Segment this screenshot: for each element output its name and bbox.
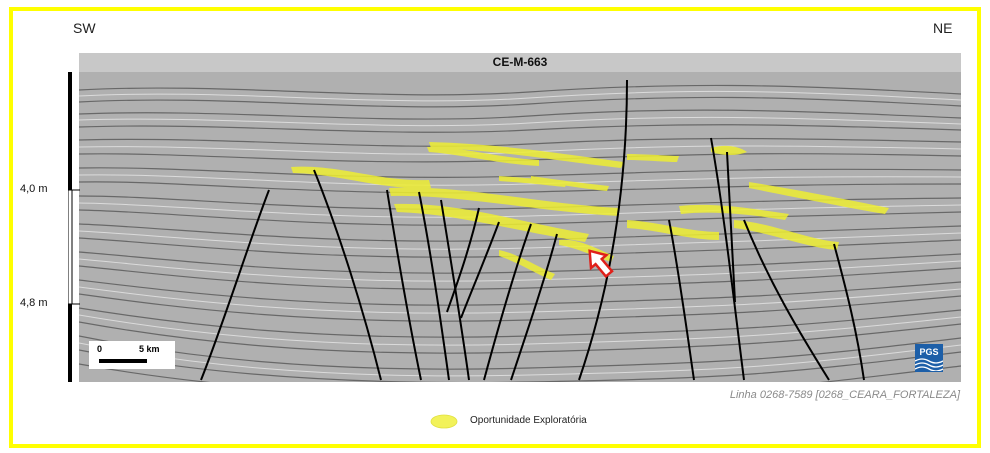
- line-credit: Linha 0268-7589 [0268_CEARA_FORTALEZA]: [729, 389, 960, 401]
- opportunity-polygon: [291, 166, 431, 189]
- fault-line: [313, 169, 382, 381]
- fault-line: [578, 79, 628, 381]
- fault-line: [668, 219, 695, 381]
- seismic-reflectors: [79, 84, 961, 382]
- opportunity-polygon: [679, 204, 789, 220]
- scale-bar-line: [99, 359, 147, 363]
- opportunity-polygon: [711, 145, 747, 155]
- fault-line: [743, 219, 830, 381]
- fault-line: [200, 189, 270, 381]
- opportunity-polygon: [531, 176, 609, 191]
- scale-bar: 0 5 km: [89, 341, 175, 369]
- fault-line: [510, 233, 558, 381]
- opportunity-polygon: [499, 250, 555, 280]
- fault-line: [726, 151, 736, 303]
- red-arrow-icon: [588, 249, 614, 279]
- opportunity-polygon: [627, 154, 679, 162]
- fault-line: [440, 199, 470, 381]
- depth-tick-label: 4,0 m: [20, 183, 48, 195]
- legend-swatch-icon: [430, 414, 458, 429]
- scale-start-label: 0: [97, 344, 103, 354]
- opportunity-polygon: [627, 220, 719, 240]
- seismic-reflectors-light: [79, 90, 961, 377]
- direction-sw-label: SW: [73, 20, 96, 36]
- fault-line: [833, 243, 865, 381]
- fault-lines: [200, 79, 865, 381]
- opportunity-polygon: [734, 220, 839, 250]
- pgs-logo: PGS: [914, 344, 944, 372]
- seismic-line-title: CE-M-663: [79, 53, 961, 72]
- legend-label: Oportunidade Exploratória: [470, 415, 587, 426]
- opportunity-polygon: [499, 176, 567, 187]
- direction-ne-label: NE: [933, 20, 953, 36]
- fault-line: [446, 207, 480, 313]
- opportunity-polygon: [429, 142, 624, 168]
- fault-line: [483, 223, 532, 381]
- depth-axis: [68, 72, 80, 382]
- opportunity-polygon: [427, 146, 539, 166]
- fault-line: [710, 137, 745, 381]
- opportunity-polygon: [389, 187, 619, 216]
- opportunity-polygon: [749, 182, 889, 214]
- wave-icon: [914, 358, 944, 372]
- fault-line: [460, 221, 500, 319]
- fault-line: [418, 191, 450, 381]
- exploratory-opportunities: [291, 142, 889, 280]
- fault-line: [386, 189, 422, 381]
- seismic-section: [79, 72, 961, 382]
- depth-tick-label: 4,8 m: [20, 297, 48, 309]
- scale-end-label: 5 km: [139, 344, 160, 354]
